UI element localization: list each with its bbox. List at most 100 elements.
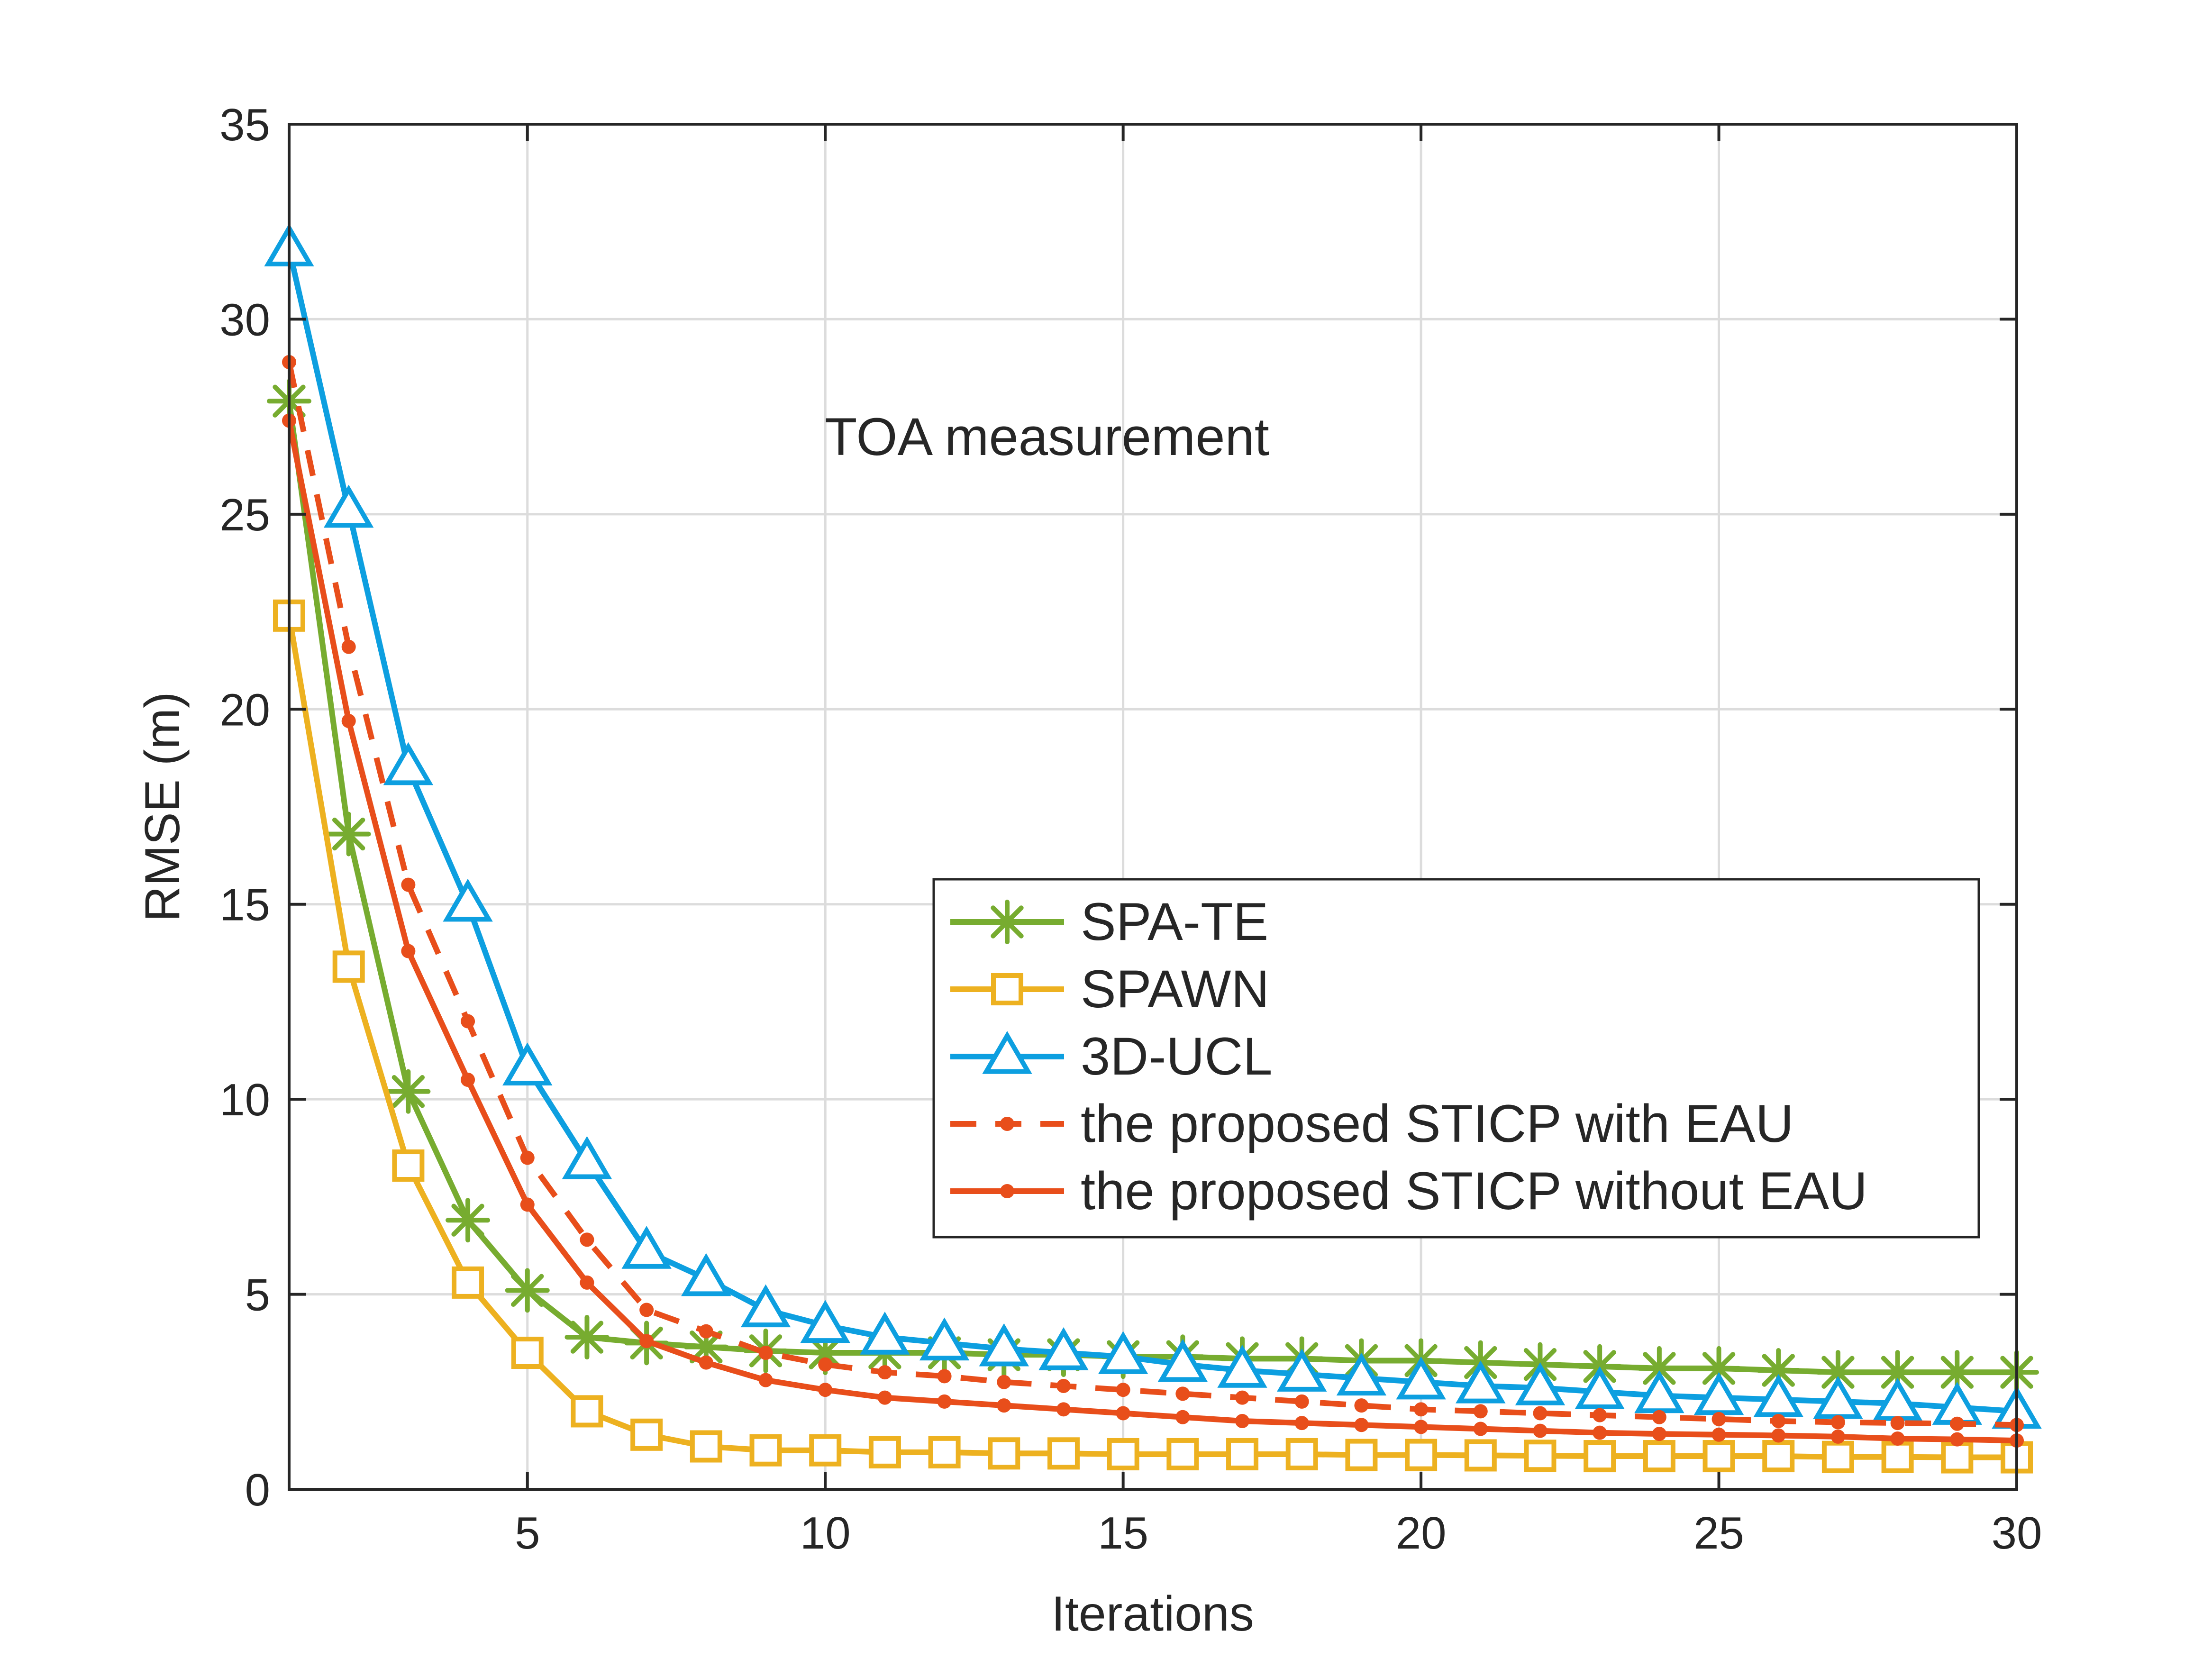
legend-label: 3D-UCL	[1081, 1027, 1273, 1086]
data-point	[1354, 1398, 1369, 1413]
data-point	[1294, 1394, 1309, 1409]
data-point	[1575, 1366, 1625, 1409]
data-point	[386, 1069, 431, 1114]
data-point	[1830, 1415, 1845, 1430]
y-tick-label: 30	[219, 294, 270, 345]
data-point	[1533, 1406, 1547, 1421]
data-point	[383, 742, 434, 785]
data-point	[758, 1346, 773, 1360]
data-point	[341, 639, 356, 654]
data-point	[1226, 1438, 1259, 1470]
data-point	[740, 1284, 791, 1328]
data-point	[1098, 1331, 1148, 1374]
series-layer	[264, 223, 2042, 1474]
data-point	[928, 1436, 961, 1468]
data-point	[580, 1275, 594, 1290]
data-point	[1235, 1390, 1250, 1405]
data-point	[937, 1394, 952, 1409]
data-point	[1593, 1425, 1607, 1440]
x-tick-label: 5	[515, 1508, 540, 1559]
data-point	[1524, 1440, 1557, 1472]
annotation-text: TOA measurement	[825, 407, 1269, 466]
data-point	[699, 1324, 713, 1339]
data-point	[571, 1395, 603, 1428]
data-point	[511, 1337, 544, 1369]
data-point	[1830, 1429, 1845, 1444]
y-tick-label: 20	[219, 684, 270, 735]
legend-entry: SPA-TE	[950, 892, 1268, 951]
data-point	[919, 1317, 970, 1361]
data-point	[1881, 1440, 1914, 1473]
series-the-proposed-sticp-with-eau	[282, 355, 2024, 1432]
data-point	[1277, 1349, 1327, 1392]
data-point	[443, 878, 493, 922]
data-point	[1414, 1402, 1429, 1417]
legend-entry: 3D-UCL	[950, 1027, 1273, 1086]
y-tick-label: 0	[245, 1465, 270, 1515]
legend-marker	[985, 900, 1029, 944]
data-point	[1771, 1428, 1786, 1443]
plot-frame	[288, 123, 2018, 1491]
legend-entry: the proposed STICP without EAU	[950, 1161, 1867, 1221]
y-tick-label: 15	[219, 880, 270, 930]
data-point	[1405, 1439, 1438, 1471]
data-point	[1890, 1416, 1905, 1431]
data-point	[1175, 1386, 1190, 1401]
legend-marker	[991, 973, 1023, 1005]
data-point	[1235, 1414, 1250, 1428]
data-point	[461, 1014, 475, 1029]
data-point	[1711, 1412, 1726, 1426]
data-point	[639, 1334, 654, 1349]
y-axis-label: RMSE (m)	[135, 692, 190, 921]
data-point	[1166, 1438, 1199, 1470]
data-point	[1285, 1438, 1318, 1470]
series-line	[286, 418, 2020, 1444]
x-tick-label: 10	[800, 1508, 851, 1559]
data-point	[937, 1369, 952, 1384]
series-line	[286, 361, 2017, 1428]
data-point	[1473, 1404, 1488, 1419]
x-tick-label: 30	[1992, 1508, 2042, 1559]
data-point	[1533, 1423, 1547, 1438]
legend-marker	[1000, 1117, 1014, 1131]
data-point	[562, 1136, 612, 1179]
legend-entry: the proposed STICP with EAU	[950, 1094, 1793, 1153]
data-point	[401, 944, 416, 958]
data-point	[630, 1418, 663, 1451]
data-point	[699, 1355, 713, 1370]
data-point	[520, 1150, 535, 1165]
legend-marker	[1000, 1184, 1014, 1198]
data-point	[1950, 1432, 1965, 1447]
data-point	[1821, 1440, 1854, 1473]
data-point	[1175, 1410, 1190, 1424]
y-tick-label: 35	[219, 100, 270, 150]
data-point	[1464, 1439, 1497, 1472]
data-point	[401, 877, 416, 892]
legend-box	[932, 878, 1980, 1239]
data-point	[1038, 1327, 1089, 1370]
data-point	[1056, 1378, 1071, 1393]
data-point	[1396, 1356, 1446, 1400]
data-point	[502, 1042, 553, 1085]
data-point	[1294, 1416, 1309, 1431]
data-point	[868, 1436, 901, 1468]
legend-label: the proposed STICP without EAU	[1081, 1161, 1867, 1221]
data-point	[1890, 1431, 1905, 1446]
data-point	[860, 1312, 910, 1355]
data-point	[1047, 1437, 1080, 1470]
data-point	[505, 1268, 550, 1313]
x-tick-label: 25	[1693, 1508, 1744, 1559]
data-point	[1643, 1440, 1675, 1473]
data-point	[1107, 1438, 1139, 1470]
x-tick-label: 20	[1396, 1508, 1447, 1559]
data-point	[1414, 1420, 1429, 1434]
data-point	[979, 1323, 1029, 1367]
data-point	[690, 1430, 722, 1463]
data-point	[1473, 1422, 1488, 1436]
data-point	[461, 1073, 475, 1087]
legend-entry: SPAWN	[950, 959, 1269, 1019]
data-point	[818, 1383, 833, 1397]
series-3d-ucl	[264, 223, 2042, 1429]
data-point	[997, 1375, 1011, 1389]
data-point	[988, 1437, 1020, 1470]
